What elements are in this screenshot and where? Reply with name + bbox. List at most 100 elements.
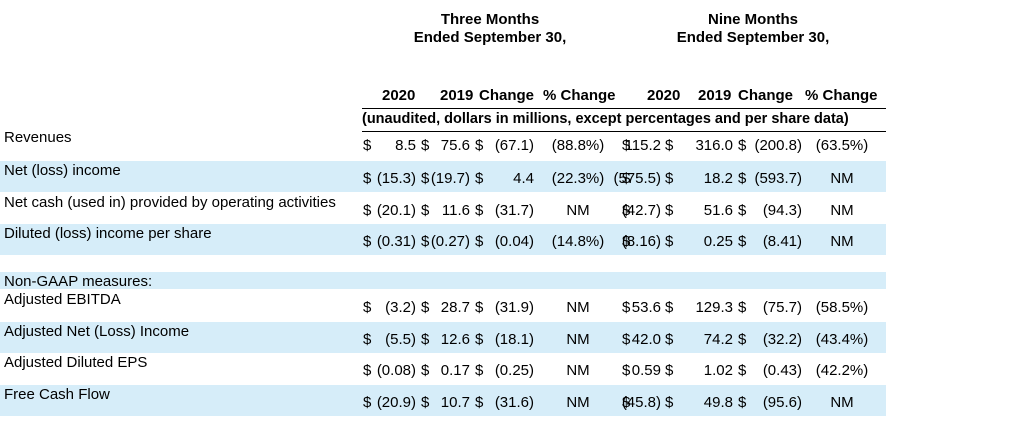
- currency-symbol: $: [622, 137, 631, 154]
- currency-symbol: $: [738, 202, 747, 219]
- currency-symbol: $: [421, 170, 430, 187]
- cell-n-prev: 18.2: [703, 170, 733, 187]
- cell-n-prev: 51.6: [703, 202, 733, 219]
- col-q-pct-change: % Change: [543, 87, 616, 104]
- cell-q-pct: (88.8%): [551, 137, 605, 154]
- units-subheader: (unaudited, dollars in millions, except …: [362, 111, 849, 127]
- currency-symbol: $: [665, 331, 674, 348]
- currency-symbol: $: [421, 233, 430, 250]
- cell-n-chg: (8.41): [762, 233, 802, 250]
- currency-symbol: $: [738, 362, 747, 379]
- currency-symbol: $: [738, 394, 747, 411]
- currency-symbol: $: [421, 137, 430, 154]
- cell-q-cur: (0.31): [376, 233, 416, 250]
- cell-n-prev: 0.25: [703, 233, 733, 250]
- currency-symbol: $: [363, 233, 372, 250]
- currency-symbol: $: [475, 394, 484, 411]
- col-n-change: Change: [738, 87, 794, 104]
- cell-q-prev: 0.17: [440, 362, 470, 379]
- cell-q-pct: NM: [566, 202, 590, 219]
- cell-q-pct: NM: [566, 331, 590, 348]
- currency-symbol: $: [421, 394, 430, 411]
- cell-n-prev: 316.0: [695, 137, 733, 154]
- cell-n-pct: NM: [830, 170, 854, 187]
- cell-q-chg: (0.25): [494, 362, 534, 379]
- currency-symbol: $: [665, 170, 674, 187]
- band-free-cash-flow: [0, 385, 886, 416]
- currency-symbol: $: [738, 233, 747, 250]
- nine-months-header: Nine Months Ended September 30,: [643, 11, 863, 47]
- cell-n-cur: (8.16): [621, 233, 661, 250]
- currency-symbol: $: [363, 137, 372, 154]
- row-label: Adjusted EBITDA: [4, 291, 121, 308]
- cell-n-cur: 0.59: [631, 362, 661, 379]
- band-diluted-eps: [0, 224, 886, 255]
- col-n-2019: 2019: [698, 87, 732, 104]
- currency-symbol: $: [665, 362, 674, 379]
- currency-symbol: $: [738, 170, 747, 187]
- col-q-2020: 2020: [382, 87, 416, 104]
- cell-n-chg: (75.7): [762, 299, 802, 316]
- three-months-header-line2: Ended September 30,: [413, 29, 567, 46]
- currency-symbol: $: [475, 331, 484, 348]
- cell-n-cur: (575.5): [613, 170, 661, 187]
- col-q-2019: 2019: [440, 87, 474, 104]
- cell-q-cur: (3.2): [385, 299, 416, 316]
- currency-symbol: $: [475, 202, 484, 219]
- cell-n-prev: 129.3: [695, 299, 733, 316]
- cell-q-prev: (19.7): [430, 170, 470, 187]
- cell-n-cur: (42.7): [621, 202, 661, 219]
- col-q-change: Change: [479, 87, 535, 104]
- cell-q-chg: 4.4: [513, 170, 534, 187]
- cell-n-pct: NM: [830, 394, 854, 411]
- cell-n-pct: NM: [830, 202, 854, 219]
- currency-symbol: $: [363, 170, 372, 187]
- band-net-income: [0, 161, 886, 192]
- cell-n-prev: 1.02: [703, 362, 733, 379]
- row-label: Free Cash Flow: [4, 386, 110, 403]
- cell-q-prev: (0.27): [430, 233, 470, 250]
- cell-q-pct: (14.8%): [551, 233, 605, 250]
- cell-n-chg: (593.7): [754, 170, 802, 187]
- cell-q-prev: 10.7: [440, 394, 470, 411]
- cell-q-prev: 28.7: [440, 299, 470, 316]
- currency-symbol: $: [738, 137, 747, 154]
- cell-n-chg: (200.8): [754, 137, 802, 154]
- cell-n-pct: (63.5%): [815, 137, 869, 154]
- currency-symbol: $: [363, 362, 372, 379]
- cell-n-chg: (94.3): [762, 202, 802, 219]
- currency-symbol: $: [622, 233, 631, 250]
- currency-symbol: $: [421, 331, 430, 348]
- row-label: Revenues: [4, 129, 72, 146]
- cell-n-chg: (95.6): [762, 394, 802, 411]
- currency-symbol: $: [475, 170, 484, 187]
- cell-q-cur: (20.1): [376, 202, 416, 219]
- row-label: Net (loss) income: [4, 162, 121, 179]
- cell-n-prev: 49.8: [703, 394, 733, 411]
- cell-q-prev: 11.6: [441, 202, 470, 219]
- nine-months-header-line1: Nine Months: [708, 11, 798, 28]
- currency-symbol: $: [622, 202, 631, 219]
- cell-q-pct: NM: [566, 394, 590, 411]
- cell-q-cur: (15.3): [376, 170, 416, 187]
- currency-symbol: $: [421, 202, 430, 219]
- currency-symbol: $: [622, 331, 631, 348]
- currency-symbol: $: [665, 233, 674, 250]
- cell-n-pct: (42.2%): [815, 362, 869, 379]
- col-n-2020: 2020: [647, 87, 681, 104]
- currency-symbol: $: [622, 394, 631, 411]
- cell-q-cur: (20.9): [376, 394, 416, 411]
- currency-symbol: $: [475, 233, 484, 250]
- cell-n-cur: (45.8): [621, 394, 661, 411]
- cell-q-cur: 8.5: [395, 137, 416, 154]
- cell-n-cur: 115.2: [624, 137, 661, 154]
- currency-symbol: $: [622, 299, 631, 316]
- row-label: Adjusted Net (Loss) Income: [4, 323, 190, 340]
- three-months-header-line1: Three Months: [440, 11, 540, 28]
- cell-q-pct: NM: [566, 362, 590, 379]
- row-label: Adjusted Diluted EPS: [4, 354, 148, 371]
- cell-q-cur: (0.08): [376, 362, 416, 379]
- currency-symbol: $: [738, 331, 747, 348]
- nine-months-header-line2: Ended September 30,: [676, 29, 830, 46]
- row-label: Net cash (used in) provided by operating…: [4, 194, 336, 211]
